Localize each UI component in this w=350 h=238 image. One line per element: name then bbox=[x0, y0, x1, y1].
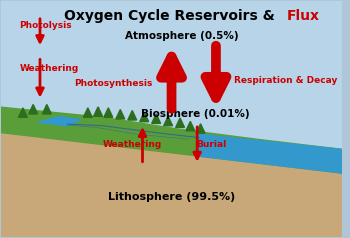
Text: Weathering: Weathering bbox=[20, 64, 79, 73]
Polygon shape bbox=[94, 107, 103, 116]
Polygon shape bbox=[164, 116, 173, 126]
Polygon shape bbox=[1, 107, 342, 173]
Polygon shape bbox=[116, 109, 125, 119]
Text: Oxygen Cycle Reservoirs &: Oxygen Cycle Reservoirs & bbox=[64, 9, 280, 23]
Text: Burial: Burial bbox=[196, 140, 226, 149]
Polygon shape bbox=[83, 108, 92, 117]
Text: Biosphere (0.01%): Biosphere (0.01%) bbox=[141, 109, 250, 119]
Polygon shape bbox=[1, 1, 342, 153]
Polygon shape bbox=[199, 134, 342, 173]
Text: Flux: Flux bbox=[287, 9, 320, 23]
Polygon shape bbox=[140, 112, 149, 122]
Text: Photolysis: Photolysis bbox=[20, 20, 72, 30]
Polygon shape bbox=[152, 114, 161, 123]
Polygon shape bbox=[186, 121, 195, 131]
Polygon shape bbox=[176, 118, 184, 128]
Polygon shape bbox=[104, 108, 113, 117]
Text: Respiration & Decay: Respiration & Decay bbox=[234, 76, 338, 85]
Text: Lithosphere (99.5%): Lithosphere (99.5%) bbox=[108, 192, 235, 202]
Polygon shape bbox=[196, 124, 205, 133]
Text: Weathering: Weathering bbox=[103, 140, 162, 149]
Text: Atmosphere (0.5%): Atmosphere (0.5%) bbox=[125, 31, 239, 41]
Polygon shape bbox=[19, 108, 27, 117]
Polygon shape bbox=[42, 104, 51, 114]
Polygon shape bbox=[29, 104, 37, 114]
Text: Photosynthesis: Photosynthesis bbox=[74, 79, 153, 88]
Polygon shape bbox=[38, 116, 81, 126]
Polygon shape bbox=[128, 110, 137, 120]
Polygon shape bbox=[1, 133, 342, 237]
